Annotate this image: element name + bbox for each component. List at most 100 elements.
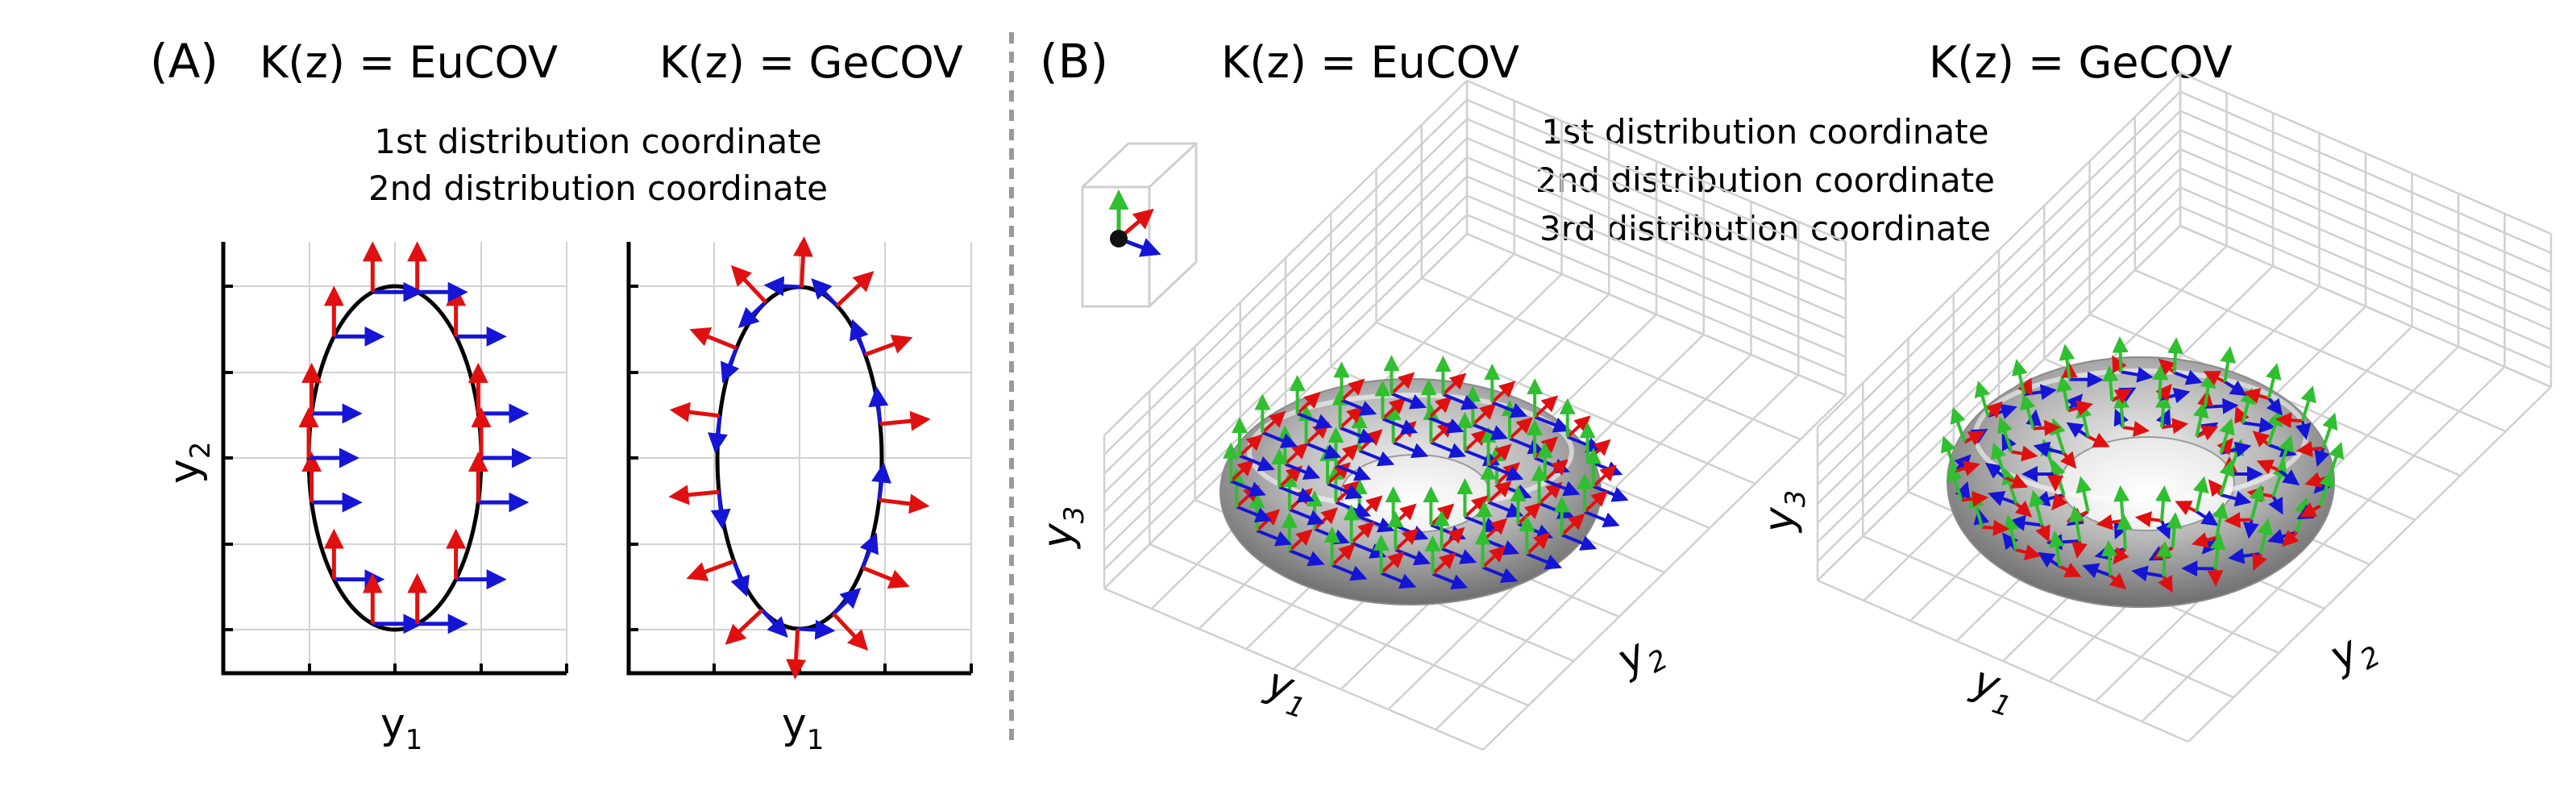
red-arrow [786, 628, 807, 680]
green-arrow [2277, 435, 2294, 472]
red-arrow [669, 402, 721, 422]
red-arrow [835, 271, 875, 308]
red-arrow [1335, 443, 1360, 467]
blue-arrow [1560, 533, 1598, 551]
red-arrow [2196, 426, 2219, 441]
red-arrow [2067, 400, 2094, 416]
green-arrow [2112, 336, 2129, 372]
blue-arrow [1350, 541, 1387, 559]
red-arrow [2033, 419, 2061, 436]
blue-arrow [760, 608, 788, 638]
red-arrow [1583, 490, 1608, 514]
green-arrow [2257, 518, 2273, 555]
blue-arrow [1261, 431, 1298, 448]
blue-arrow [1593, 485, 1629, 502]
blue-arrow [1534, 415, 1570, 433]
blue-arrow [1284, 462, 1321, 480]
red-arrow [1340, 378, 1365, 402]
blue-arrow [1289, 508, 1325, 526]
panel-a-right-plot: y1 [626, 236, 973, 756]
green-arrow [2318, 470, 2335, 507]
red-arrow [2158, 575, 2173, 593]
green-arrow [2192, 476, 2209, 512]
blue-arrow [2295, 420, 2312, 440]
green-arrow [2265, 363, 2282, 399]
green-arrow [1950, 406, 1967, 443]
blue-arrow [2220, 490, 2252, 507]
red-arrow [1566, 415, 1591, 439]
green-arrow [2167, 337, 2184, 373]
green-arrow [2068, 506, 2085, 542]
green-arrow [2020, 393, 2036, 430]
grid-line [2188, 386, 2552, 743]
red-arrow [2111, 389, 2133, 404]
panel-b-right-torus [1947, 356, 2335, 608]
red-arrow [2161, 418, 2189, 435]
panel-a-right-xlabel: y1 [782, 700, 824, 756]
panel-a-title-left: K(z) = EuCOV [260, 37, 558, 88]
red-arrow [1431, 552, 1456, 576]
red-arrow [686, 559, 735, 581]
blue-arrow [1358, 515, 1395, 533]
blue-arrow [1544, 479, 1581, 497]
blue-arrow [2155, 520, 2171, 540]
grid-line [1466, 79, 1847, 243]
blue-arrow [1358, 449, 1395, 467]
blue-arrow [1331, 564, 1368, 581]
blue-arrow [2069, 371, 2104, 388]
blue-arrow [1380, 571, 1417, 589]
blue-arrow [2046, 534, 2080, 551]
blue-arrow [2278, 468, 2300, 486]
red-arrow [1963, 431, 1985, 446]
red-arrow [2155, 383, 2172, 402]
red-arrow [2158, 358, 2176, 376]
red-arrow [2134, 511, 2163, 527]
red-arrow [725, 608, 764, 645]
grid-line [1817, 90, 2181, 447]
red-arrow [1560, 513, 1585, 536]
red-arrow [792, 236, 813, 288]
grid-line [2179, 71, 2552, 235]
blue-arrow [2066, 393, 2084, 412]
green-arrow [2102, 364, 2119, 401]
green-arrow [2100, 539, 2117, 576]
blue-arrow [1305, 442, 1342, 460]
red-arrow [1296, 392, 1321, 415]
panel-a-letter: (A) [150, 34, 218, 89]
grid-line [1103, 80, 1468, 436]
blue-arrow [1392, 440, 1429, 459]
blue-arrow [859, 532, 879, 569]
blue-arrow [2266, 397, 2283, 416]
red-arrow [1288, 529, 1313, 552]
blue-arrow [811, 278, 839, 308]
green-arrow [1991, 442, 2008, 479]
panel-b-left-torus [1219, 378, 1602, 605]
blue-arrow [2224, 380, 2247, 397]
red-arrow [1487, 443, 1512, 467]
panel-a-left-ticks [223, 285, 568, 673]
red-arrow [1592, 464, 1617, 488]
grid-line [1435, 374, 1800, 730]
red-arrow [832, 612, 869, 651]
blue-arrow [2173, 369, 2203, 385]
blue-arrow [1584, 510, 1620, 528]
panel-b-left-zlabel: y3 [1034, 506, 1091, 550]
grid-line [2179, 110, 2552, 273]
blue-arrow [1239, 454, 1275, 472]
green-arrow [2219, 459, 2235, 496]
blue-arrow [708, 415, 728, 454]
red-arrow [2175, 501, 2198, 516]
green-arrow [2075, 476, 2092, 512]
blue-arrow [1230, 479, 1266, 497]
panel-b-right-plot: y1 y2 y3 [1755, 71, 2553, 743]
red-arrow [1985, 401, 2003, 418]
blue-arrow [1339, 426, 1376, 444]
panel-b-right-arrows [1940, 336, 2345, 593]
blue-arrow [2082, 563, 2112, 579]
blue-arrow [797, 619, 836, 640]
panel-b-title-left: K(z) = EuCOV [1221, 37, 1519, 88]
panel-a-left-arrows [298, 241, 532, 634]
red-arrow [2282, 530, 2300, 547]
blue-arrow [737, 300, 767, 328]
